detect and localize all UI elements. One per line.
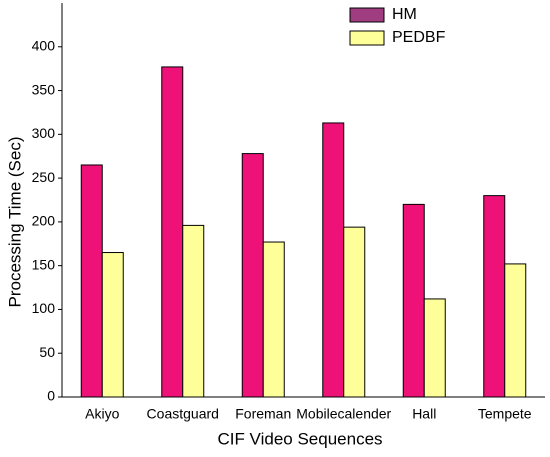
bar [101,252,124,398]
y-tick-label: 0 [47,388,55,404]
y-tick-label: 300 [32,125,56,141]
bar [80,164,103,398]
bar [322,122,345,398]
x-tick-label: Tempete [478,406,532,422]
legend-swatch [349,30,385,46]
y-axis-title: Processing Time (Sec) [5,137,24,308]
bar [262,241,285,398]
bar [504,263,527,398]
legend-label: HM [392,6,417,23]
y-tick-label: 250 [32,169,56,185]
legend-swatch [349,7,385,23]
bar [161,66,184,398]
x-tick-label: Mobilecalender [296,406,391,422]
bar [402,203,425,398]
x-tick-label: Foreman [235,406,291,422]
bar [241,153,264,398]
y-tick-label: 400 [32,37,56,53]
y-tick-label: 200 [32,213,56,229]
y-tick-label: 350 [32,81,56,97]
bar [182,224,205,398]
x-tick-label: Coastguard [147,406,219,422]
x-tick-label: Akiyo [85,406,119,422]
x-axis-title: CIF Video Sequences [217,429,382,448]
y-tick-label: 150 [32,256,56,272]
y-tick-label: 100 [32,300,56,316]
y-tick-label: 50 [39,344,55,360]
bar [423,298,446,398]
bar [483,195,506,398]
legend-label: PEDBF [392,29,446,46]
x-tick-label: Hall [412,406,436,422]
bar [343,226,366,398]
